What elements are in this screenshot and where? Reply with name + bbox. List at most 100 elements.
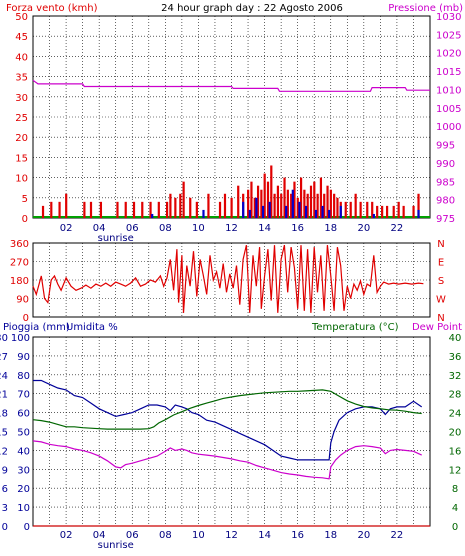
wind-bar [157,201,160,218]
wind-bar [402,205,405,218]
direction-tick-label: 90 [16,295,29,306]
wind-bar [124,201,127,218]
wind-tick-label: 5 [22,194,28,205]
wind-tick-label: 0 [22,214,28,225]
pressure-line [32,79,430,92]
wind-bar [376,205,379,218]
wind-bar [309,185,313,218]
wind-bar [397,201,400,218]
x-tick-label: 22 [391,223,404,234]
wind-bar [223,193,227,218]
compass-tick-label: N [437,313,444,324]
x-tick-label: 22 [391,530,404,541]
wind-bar [329,189,332,218]
x-tick-label: 16 [291,223,304,234]
wind-bar [392,205,395,218]
humidity-tick-label: 70 [17,390,30,401]
wind-bar [316,193,319,218]
sunrise-label: sunrise [98,540,134,551]
wind-bar [366,201,369,218]
wind-bar [41,205,45,218]
gust-bar [291,189,294,218]
rain-tick-label: 9 [2,465,8,476]
compass-tick-label: W [436,295,446,306]
humidity-tick-label: 50 [17,428,30,439]
dew-point-line [32,440,422,480]
wind-bar [65,193,68,218]
temperature-tick-label: 24 [449,409,462,420]
x-tick-label: 04 [93,223,106,234]
wind-bar [276,185,280,218]
rain-tick-label: 15 [0,428,8,439]
wind-bar [247,189,250,218]
rain-axis-label: Pioggia (mm) [3,322,70,333]
pressure-tick-label: 1010 [436,85,461,96]
wind-bar [385,205,389,218]
x-tick-label: 06 [126,223,139,234]
x-tick-label: 08 [159,223,172,234]
wind-bar [116,201,119,218]
wind-bar [296,197,299,218]
wind-bar [250,181,253,218]
wind-bar [354,193,357,218]
humidity-tick-label: 60 [17,409,30,420]
wind-bar [280,193,283,218]
pressure-tick-label: 1030 [436,12,461,23]
wind-bar [266,181,270,218]
gust-bar [248,209,251,218]
wind-bar [149,201,152,218]
x-tick-label: 12 [225,223,238,234]
temperature-tick-label: 28 [449,390,462,401]
wind-pressure-panel: 0510152025303540455097598098599099510001… [15,12,461,244]
x-tick-label: 20 [357,530,370,541]
wind-bar [169,193,172,218]
gust-bar [255,197,258,218]
rain-tick-label: 6 [2,484,8,495]
wind-bar [349,201,352,218]
wind-bar [412,205,415,218]
gust-bar [314,209,318,218]
wind-bar [99,201,103,218]
temperature-tick-label: 0 [452,522,458,533]
wind-tick-label: 40 [15,52,28,63]
gust-bar [151,213,154,218]
wind-bar [381,205,384,218]
wind-bar [293,181,296,218]
x-tick-label: 02 [60,223,73,234]
sunrise-label: sunrise [98,233,134,244]
x-tick-label: 12 [225,530,238,541]
gust-bar [202,209,205,218]
compass-tick-label: S [438,276,444,287]
wind-bar [50,201,53,218]
wind-bar [359,201,362,218]
x-tick-label: 06 [126,530,139,541]
wind-bar [89,201,93,218]
temperature-tick-label: 8 [452,484,458,495]
humidity-tick-label: 20 [17,484,30,495]
wind-bar [303,189,306,218]
x-tick-label: 10 [192,223,205,234]
wind-bar [218,201,222,218]
gust-bar [372,213,375,218]
wind-bar [256,185,260,218]
wind-bar [174,197,177,218]
x-tick-label: 02 [60,530,73,541]
x-tick-label: 14 [258,530,271,541]
x-tick-label: 16 [291,530,304,541]
x-tick-label: 18 [324,530,337,541]
wind-tick-label: 20 [15,133,28,144]
gust-bar [417,209,420,218]
wind-tick-label: 35 [15,73,28,84]
temperature-line [32,389,422,430]
wind-bar [371,201,374,218]
wind-bar [299,177,303,218]
temperature-tick-label: 36 [449,352,462,363]
wind-bar [326,185,329,218]
rain-tick-label: 27 [0,352,8,363]
wind-bar [195,201,198,218]
humidity-tick-label: 10 [17,503,30,514]
gust-bar [321,205,324,218]
wind-bar [417,193,420,218]
humidity-tick-label: 40 [17,446,30,457]
wind-bar [263,173,266,218]
